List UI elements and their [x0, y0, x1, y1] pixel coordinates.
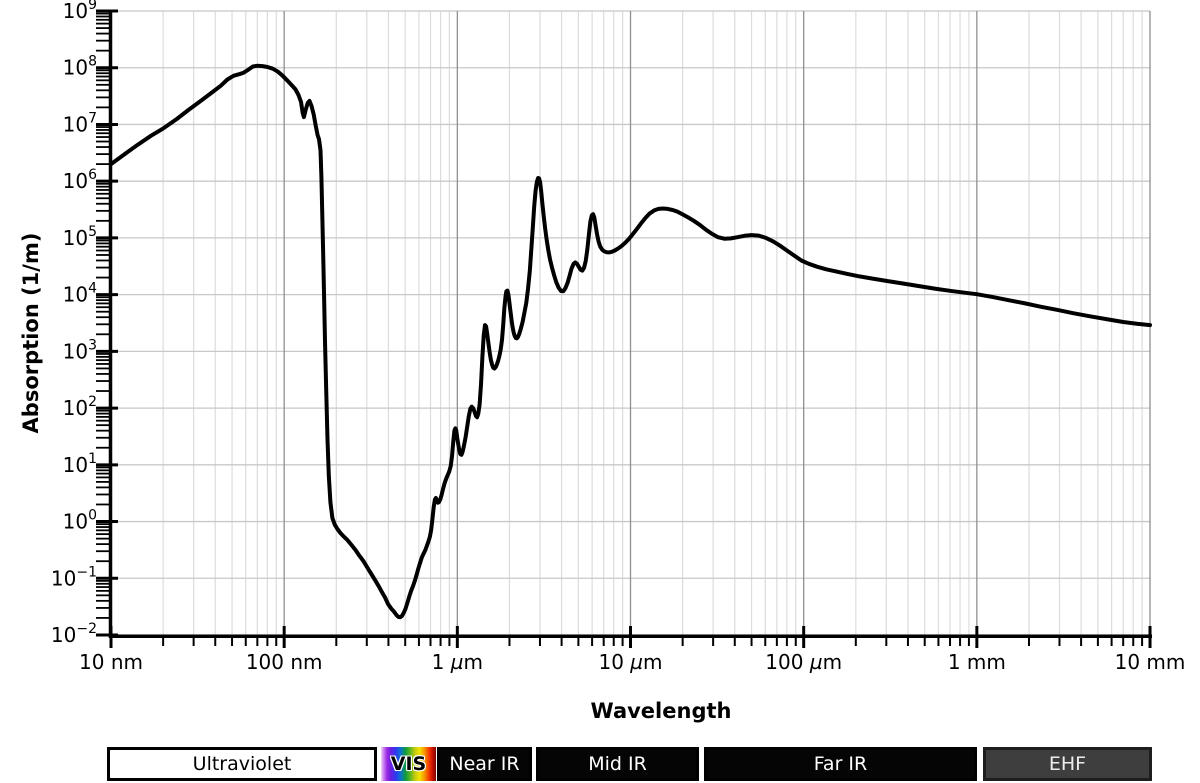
x-axis-title: Wavelength	[590, 699, 732, 723]
y-tick-label: 107	[63, 110, 97, 136]
y-tick-label: 105	[63, 224, 97, 250]
band-far-ir-label: Far IR	[813, 752, 868, 775]
absorption-spectrum-plot: 109 108 107 106 105 104 103 102 101 100 10−1 10−2 10…	[51, 0, 1186, 674]
x-tick-label: 10 µm	[598, 650, 662, 674]
y-tick-label: 108	[63, 54, 97, 80]
band-vis: VIS	[381, 747, 436, 781]
absorption-curve	[109, 63, 1152, 620]
band-far-ir: Far IR	[704, 747, 977, 781]
y-tick-label: 103	[63, 337, 97, 363]
y-tick-label: 101	[63, 451, 97, 477]
y-tick-label: 109	[63, 0, 97, 23]
band-mid-ir: Mid IR	[536, 747, 699, 781]
band-mid-ir-label: Mid IR	[588, 752, 647, 775]
band-near-ir: Near IR	[437, 747, 532, 781]
y-tick-label: 10−2	[51, 621, 97, 647]
x-tick-label: 10 nm	[79, 650, 143, 674]
x-tick-label: 100 µm	[765, 650, 842, 674]
y-tick-label: 106	[63, 167, 97, 193]
band-ehf: EHF	[983, 747, 1152, 781]
x-tick-label: 100 nm	[246, 650, 323, 674]
y-tick-label: 100	[63, 508, 97, 534]
y-tick-label: 102	[63, 394, 97, 420]
x-tick-label: 10 mm	[1115, 650, 1186, 674]
band-ultraviolet: Ultraviolet	[107, 747, 377, 781]
y-tick-label: 10−1	[51, 564, 97, 590]
y-tick-label: 104	[63, 281, 97, 307]
x-tick-label: 1 mm	[948, 650, 1006, 674]
band-vis-label: VIS	[390, 752, 427, 775]
band-ehf-label: EHF	[1048, 752, 1087, 775]
x-tick-label: 1 µm	[432, 650, 483, 674]
band-near-ir-label: Near IR	[449, 752, 520, 775]
y-axis-title: Absorption (1/m)	[19, 232, 43, 434]
band-ultraviolet-label: Ultraviolet	[192, 752, 292, 775]
